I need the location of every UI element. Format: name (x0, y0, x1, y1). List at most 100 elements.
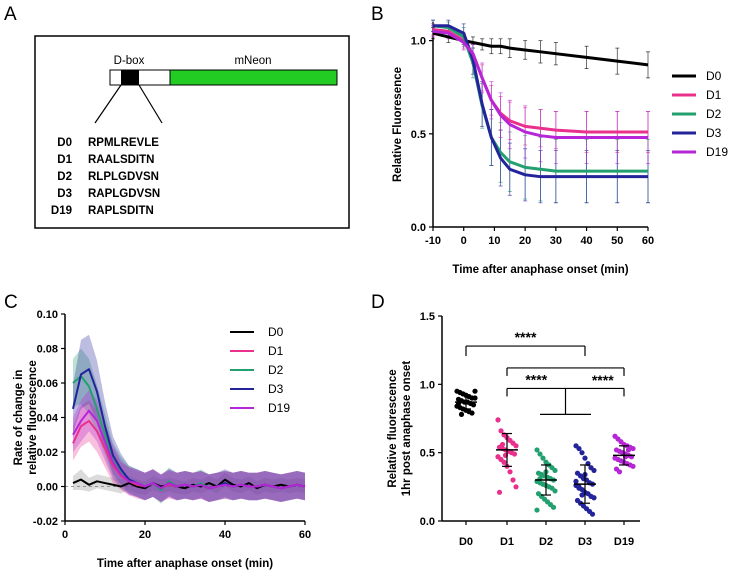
sequence-list: D0 RPMLREVLE D1 RAALSDITN D2 RLPLGDVSN D3 RAPLG… (51, 137, 160, 217)
data-point-d0 (458, 411, 465, 417)
sequence-text: RAPLGDVSN (88, 188, 160, 200)
legend-label: D3 (268, 382, 284, 396)
y-tick-label: 0.5 (420, 448, 435, 460)
zoom-line-left (94, 84, 122, 124)
data-point-d1 (496, 489, 503, 495)
legend-label: D1 (706, 88, 722, 102)
data-point-d1 (513, 484, 519, 490)
error-band-d19 (73, 389, 305, 503)
y-axis-label: 1hr post anaphase onset (401, 361, 413, 497)
data-point-d2 (540, 481, 546, 487)
data-point-d19 (630, 463, 636, 469)
x-tick-label: D0 (459, 536, 473, 548)
x-axis-label: Time after anaphase onset (min) (97, 558, 273, 570)
y-tick-label: 1.0 (411, 36, 426, 48)
dbox-label: D-box (114, 55, 145, 67)
data-point-d3 (573, 478, 579, 484)
y-tick-label: -0.02 (33, 516, 58, 528)
y-axis-label: Relative fluorescence (387, 369, 399, 487)
data-point-d2 (550, 504, 557, 510)
legend-label: D2 (706, 107, 722, 121)
sig-label: **** (515, 329, 537, 345)
sequence-id: D19 (51, 205, 72, 217)
data-point-d2 (534, 447, 540, 453)
x-tick-label: 50 (611, 235, 623, 247)
chart-c: 0 20 40 60 -0.02 0.00 0.02 0.04 0.06 0.08 0.10 Time… (13, 309, 311, 570)
legend-label: D0 (268, 325, 284, 339)
construct-schematic: D-box mNeon D0 RPMLREVLE D1 RAALSDITN D2 RLPL… (34, 35, 350, 229)
x-tick-label: 40 (219, 529, 231, 541)
chart-d: 0.0 0.5 1.0 1.5 D0 D1 D2 D3 D19 Relative fluoresc… (387, 311, 640, 548)
x-tick-label: 60 (642, 235, 654, 247)
x-tick-label: 40 (580, 235, 592, 247)
series-line-d3 (433, 24, 648, 179)
data-point-d0 (472, 395, 478, 401)
sequence-text: RAALSDITN (88, 154, 154, 166)
x-tick-label: D1 (500, 536, 514, 548)
data-point-d3 (582, 455, 588, 461)
legend-label: D1 (268, 344, 284, 358)
data-point-d0 (469, 410, 475, 416)
data-point-d1 (511, 451, 518, 457)
data-point-d2 (540, 455, 546, 461)
panel-letter-d: D (371, 292, 385, 313)
data-point-d3 (576, 484, 582, 490)
y-tick-label: 0.10 (37, 309, 58, 321)
y-axis-label: relative fluorescence (27, 360, 39, 474)
sequence-id: D1 (57, 154, 72, 166)
legend-label: D3 (706, 126, 722, 140)
data-point-d19 (616, 469, 623, 475)
data-point-d3 (591, 467, 597, 474)
x-tick-label: D2 (539, 536, 553, 548)
panel-letter-c: C (4, 292, 18, 313)
data-point-d1 (499, 441, 506, 448)
data-point-d2 (552, 488, 558, 494)
x-tick-label: -10 (425, 235, 441, 247)
y-tick-label: 1.0 (420, 379, 435, 391)
y-tick-label: 0.02 (37, 447, 58, 459)
x-tick-label: 0 (62, 529, 68, 541)
data-point-d1 (513, 443, 519, 449)
data-point-d1 (507, 469, 513, 475)
x-tick-label: 20 (139, 529, 151, 541)
y-tick-label: 0.00 (37, 482, 58, 494)
series-line-d19 (432, 29, 648, 140)
dbox-motif (121, 70, 139, 85)
data-point-d1 (510, 477, 516, 483)
sig-label: **** (525, 371, 547, 387)
data-point-d0 (472, 388, 478, 394)
data-point-d2 (534, 507, 540, 513)
y-tick-label: 0.0 (411, 222, 426, 234)
y-tick-label: 0.0 (420, 516, 435, 528)
sequence-text: RAPLSDITN (88, 205, 154, 217)
schematic-frame (34, 35, 350, 229)
panel-letter-b: B (371, 4, 384, 25)
panel-letter-a: A (4, 4, 17, 25)
x-tick-label: 10 (488, 235, 500, 247)
data-point-d1 (495, 417, 501, 423)
data-point-d3 (576, 445, 582, 452)
data-point-d0 (470, 402, 477, 408)
y-axis-label: Relative Fluoresence (392, 67, 404, 182)
data-point-d19 (625, 447, 632, 453)
x-tick-label: D19 (614, 536, 634, 548)
sequence-text: RLPLGDVSN (88, 171, 159, 183)
sig-label: **** (592, 372, 614, 388)
data-point-d3 (579, 492, 585, 498)
x-tick-label: D3 (578, 536, 592, 548)
legend-label: D19 (268, 401, 290, 415)
data-point-d3 (589, 511, 596, 517)
legend-label: D19 (706, 145, 728, 159)
y-tick-label: 1.5 (420, 311, 435, 323)
series-line-d19 (72, 409, 306, 490)
y-tick-label: 0.5 (411, 129, 426, 141)
sequence-id: D0 (57, 137, 72, 149)
x-tick-label: 60 (299, 529, 311, 541)
x-axis-label: Time after anaphase onset (min) (452, 264, 628, 276)
data-point-d1 (501, 459, 507, 465)
x-tick-label: 0 (461, 235, 467, 247)
y-tick-label: 0.08 (37, 344, 58, 356)
y-axis-label: Rate of change in (13, 370, 25, 466)
sequence-text: RPMLREVLE (88, 137, 159, 149)
